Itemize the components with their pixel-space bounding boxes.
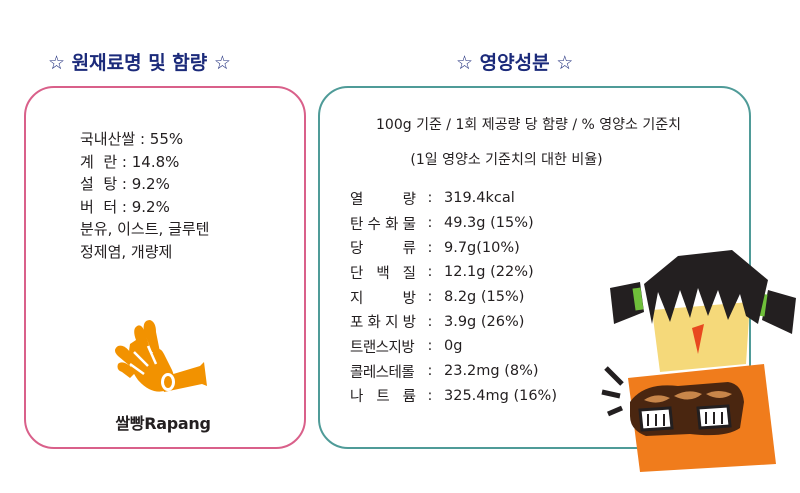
nutrition-row: 탄 수 화 물:49.3g (15%)	[350, 211, 557, 236]
nutrient-colon: :	[427, 289, 433, 306]
nutrition-table: 열 량:319.4kcal 탄 수 화 물:49.3g (15%) 당 류:9.7g(10%)…	[350, 186, 557, 408]
nutrition-row: 트랜스지방:0g	[350, 334, 557, 359]
nutrient-value: 12.1g (22%)	[444, 264, 534, 281]
star-icon: ☆	[456, 52, 474, 74]
nutrient-colon: :	[427, 313, 433, 330]
nutrition-basis-note: (1일 영양소 기준치의 대한 비율)	[410, 152, 603, 168]
nutrient-label-text: 트랜스지방	[350, 339, 415, 356]
nutrient-label-text: 콜레스테롤	[350, 364, 415, 381]
logo-text: 쌀빵Rapang	[115, 414, 211, 433]
nutrient-colon: :	[427, 338, 433, 355]
nutrient-value: 3.9g (26%)	[444, 313, 525, 330]
nutrition-row: 단 백 질:12.1g (22%)	[350, 260, 557, 285]
nutrition-box: 100g 기준 / 1회 제공량 당 함량 / % 영양소 기준치 (1일 영양…	[318, 86, 751, 449]
ingredients-heading: ☆ 원재료명 및 함량 ☆	[48, 48, 231, 75]
nutrition-title: 영양성분	[479, 52, 550, 74]
star-icon: ☆	[556, 52, 574, 74]
nutrient-colon: :	[427, 363, 433, 380]
ingredient-line: 계 란 : 14.8%	[80, 152, 180, 171]
nutrition-row: 포 화 지 방:3.9g (26%)	[350, 309, 557, 334]
nutrient-colon: :	[427, 387, 433, 404]
nutrient-colon: :	[427, 215, 433, 232]
nutrition-basis: 100g 기준 / 1회 제공량 당 함량 / % 영양소 기준치	[376, 117, 681, 133]
nutrition-row: 콜레스테롤:23.2mg (8%)	[350, 359, 557, 384]
ingredients-box: 국내산쌀 : 55% 계 란 : 14.8% 설 탕 : 9.2% 버 터 : …	[24, 86, 306, 449]
star-icon: ☆	[213, 52, 231, 74]
nutrient-value: 8.2g (15%)	[444, 289, 525, 306]
ingredient-line: 설 탕 : 9.2%	[80, 175, 170, 194]
star-icon: ☆	[48, 52, 66, 74]
nutrient-value: 325.4mg (16%)	[444, 387, 557, 404]
nutrient-colon: :	[427, 264, 433, 281]
nutrient-value: 23.2mg (8%)	[444, 363, 539, 380]
nutrient-colon: :	[427, 190, 433, 207]
nutrient-colon: :	[427, 239, 433, 256]
rapang-logo: 쌀빵Rapang	[108, 316, 218, 434]
nutrition-row: 당 류:9.7g(10%)	[350, 235, 557, 260]
ingredients-title: 원재료명 및 함량	[71, 52, 208, 74]
nutrition-row: 열 량:319.4kcal	[350, 186, 557, 211]
ingredient-line: 국내산쌀 : 55%	[80, 130, 184, 148]
nutrient-value: 9.7g(10%)	[444, 239, 520, 256]
nutrient-value: 319.4kcal	[444, 190, 515, 207]
nutrient-label: 트랜스지방	[350, 334, 416, 359]
hand-horn-icon	[115, 320, 207, 392]
ingredients-list: 국내산쌀 : 55% 계 란 : 14.8% 설 탕 : 9.2% 버 터 : …	[80, 128, 209, 264]
nutrition-row: 나 트 륨:325.4mg (16%)	[350, 384, 557, 409]
nutrient-value: 49.3g (15%)	[444, 215, 534, 232]
nutrition-row: 지 방:8.2g (15%)	[350, 285, 557, 310]
ingredient-line: 버 터 : 9.2%	[80, 197, 170, 216]
nutrition-heading: ☆ 영양성분 ☆	[456, 48, 573, 75]
nutrient-value: 0g	[444, 338, 463, 355]
nutrient-label: 콜레스테롤	[350, 359, 416, 384]
ingredient-line: 분유, 이스트, 글루텐	[80, 220, 210, 239]
girl-holding-bread-illustration	[601, 250, 796, 472]
ingredient-line: 정제염, 개량제	[80, 242, 173, 261]
